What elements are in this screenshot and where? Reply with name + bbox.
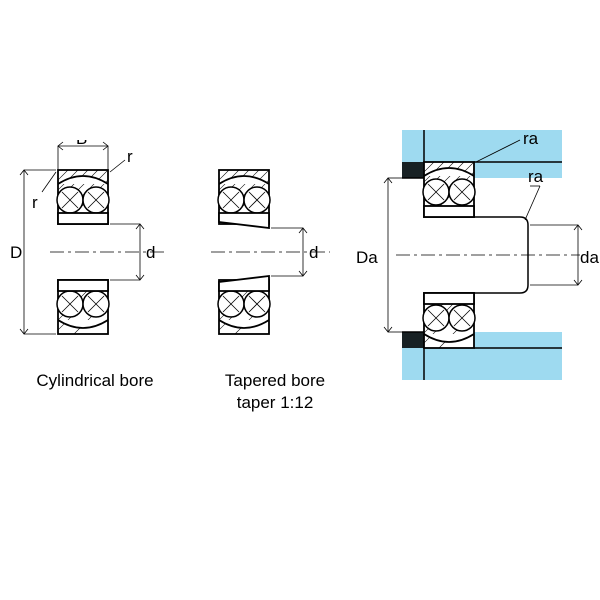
mounting-svg: ra ra [380, 120, 595, 390]
cylindrical-svg: B r r [10, 140, 180, 370]
bearing-bottom-section [48, 260, 138, 350]
tapered-svg: d [195, 140, 355, 370]
diagram-mounting: ra ra Da da [380, 120, 595, 390]
bearing-top-section [209, 150, 299, 240]
caption-tapered: Tapered bore taper 1:12 [195, 370, 355, 414]
dim-label-D: D [10, 243, 22, 262]
dim-label-r-top: r [127, 147, 133, 166]
dim-label-ra2: ra [528, 167, 544, 186]
dim-label-B: B [76, 140, 87, 148]
dim-label-r-left: r [32, 193, 38, 212]
dim-label-d: d [146, 243, 155, 262]
dim-label-Da: Da [356, 248, 378, 268]
dim-label-da: da [580, 248, 599, 268]
dim-label-d2: d [309, 243, 318, 262]
bearing-bottom-section [209, 260, 299, 350]
dim-label-ra1: ra [523, 129, 539, 148]
diagram-cylindrical: B r r [10, 140, 180, 392]
diagram-tapered: d Tapered bore taper 1:12 [195, 140, 355, 414]
caption-cylindrical: Cylindrical bore [10, 370, 180, 392]
bearing-top-section [48, 150, 138, 240]
